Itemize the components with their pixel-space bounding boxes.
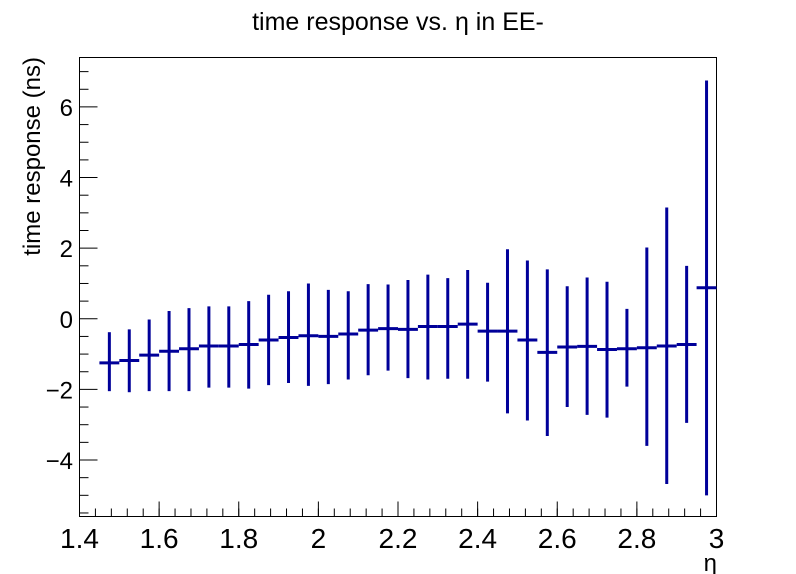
data-point (636, 247, 657, 446)
data-point (557, 286, 578, 408)
data-point (238, 301, 259, 389)
x-tick-label: 2 (311, 523, 327, 554)
y-tick-label: 0 (60, 307, 73, 334)
x-tick-label: 3 (709, 523, 725, 554)
x-tick-label: 2.8 (617, 523, 656, 554)
x-tick-label: 1.4 (60, 523, 99, 554)
x-tick-label: 1.8 (219, 523, 258, 554)
y-tick-label: 6 (60, 95, 73, 122)
data-point (497, 249, 518, 414)
data-point (537, 269, 558, 436)
data-point (676, 265, 697, 423)
data-point (139, 319, 160, 392)
x-tick-label: 2.6 (538, 523, 577, 554)
x-tick-label: 2.4 (458, 523, 497, 554)
x-axis-label: η (704, 550, 717, 574)
data-point (656, 207, 677, 485)
y-axis: −4 −2 0 2 4 6 (46, 71, 98, 514)
data-point (179, 308, 199, 392)
data-point (616, 308, 637, 387)
y-tick-label: 4 (60, 166, 73, 193)
data-point (258, 294, 279, 386)
data-point (597, 281, 617, 418)
data-point (278, 291, 299, 384)
data-point (517, 260, 538, 421)
data-point (417, 274, 438, 380)
plot-frame (79, 57, 717, 517)
data-point (457, 270, 478, 379)
data-point (358, 284, 379, 376)
data-point (218, 306, 239, 388)
x-tick-label: 1.6 (140, 523, 179, 554)
x-tick-label: 2.2 (379, 523, 418, 554)
y-tick-label: −2 (46, 377, 73, 404)
y-tick-label: −4 (46, 448, 73, 475)
x-axis: 1.4 1.6 1.8 2 2.2 2.4 2.6 2.8 3 (60, 501, 725, 554)
data-point (338, 291, 359, 380)
data-point (398, 279, 418, 379)
chart-title: time response vs. η in EE- (252, 8, 544, 36)
data-point (119, 329, 140, 393)
data-point (577, 277, 598, 415)
data-point (159, 311, 180, 392)
y-axis-label: time response (ns) (19, 57, 46, 256)
data-point (318, 289, 339, 385)
data-point (99, 332, 120, 392)
data-point (298, 283, 319, 386)
y-tick-label: 2 (60, 236, 73, 263)
data-point (696, 80, 717, 496)
data-point (198, 306, 219, 388)
data-point (437, 278, 458, 379)
data-point (378, 284, 398, 371)
data-series (99, 80, 717, 496)
data-point (477, 282, 498, 382)
